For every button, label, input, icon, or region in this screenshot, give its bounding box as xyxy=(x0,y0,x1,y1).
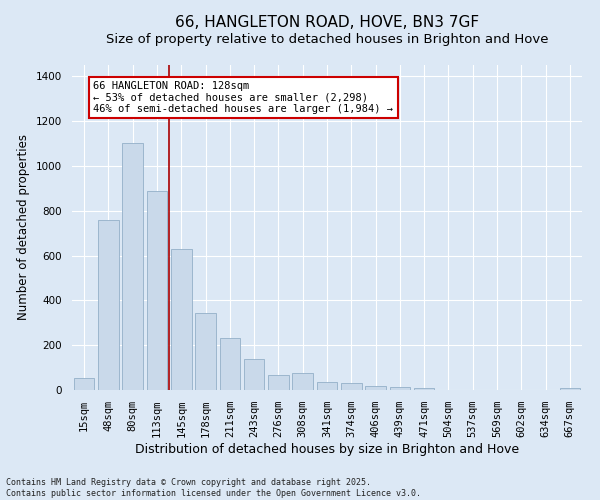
Text: Contains HM Land Registry data © Crown copyright and database right 2025.
Contai: Contains HM Land Registry data © Crown c… xyxy=(6,478,421,498)
Bar xyxy=(74,378,94,390)
Bar xyxy=(389,388,410,390)
Bar xyxy=(220,338,240,390)
Bar xyxy=(268,376,289,390)
Bar xyxy=(146,190,167,390)
X-axis label: Distribution of detached houses by size in Brighton and Hove: Distribution of detached houses by size … xyxy=(135,443,519,456)
Text: 66 HANGLETON ROAD: 128sqm
← 53% of detached houses are smaller (2,298)
46% of se: 66 HANGLETON ROAD: 128sqm ← 53% of detac… xyxy=(94,80,394,114)
Bar xyxy=(171,249,191,390)
Bar xyxy=(365,386,386,390)
Bar xyxy=(341,384,362,390)
Y-axis label: Number of detached properties: Number of detached properties xyxy=(17,134,31,320)
Bar xyxy=(98,220,119,390)
Text: 66, HANGLETON ROAD, HOVE, BN3 7GF: 66, HANGLETON ROAD, HOVE, BN3 7GF xyxy=(175,15,479,30)
Bar xyxy=(292,373,313,390)
Bar xyxy=(317,382,337,390)
Bar xyxy=(244,358,265,390)
Bar xyxy=(122,144,143,390)
Bar xyxy=(414,388,434,390)
Bar xyxy=(195,312,216,390)
Bar xyxy=(560,388,580,390)
Text: Size of property relative to detached houses in Brighton and Hove: Size of property relative to detached ho… xyxy=(106,32,548,46)
